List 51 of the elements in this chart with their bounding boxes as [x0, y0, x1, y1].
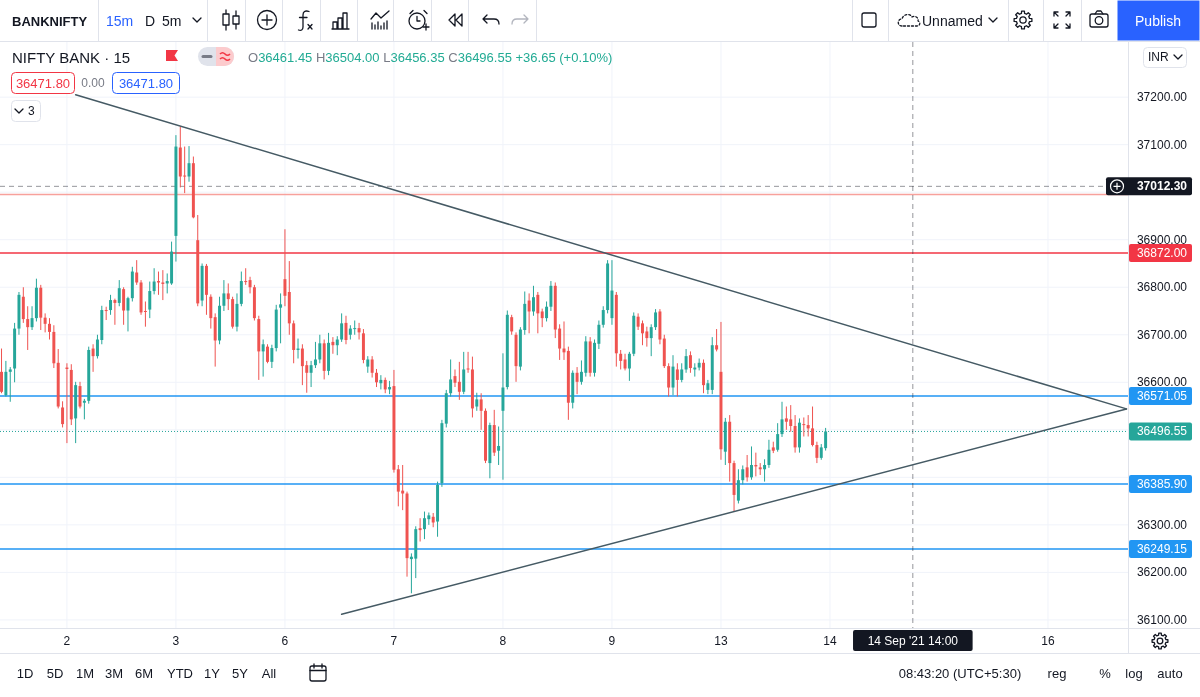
text: 5Y: [232, 665, 249, 681]
annotation: 36471.80: [118, 75, 174, 91]
y-tick-label: 36600.00: [1136, 375, 1188, 390]
x-tick-label: 14: [823, 634, 837, 648]
text: INR: [1148, 50, 1169, 64]
y-tick-label: 36100.00: [1136, 612, 1188, 627]
text: 1D: [16, 665, 34, 681]
x-tick-label: 7: [390, 634, 398, 648]
y-tick-label: 37100.00: [1136, 137, 1188, 152]
y-tick-label: 36800.00: [1136, 280, 1188, 295]
ref-line-label: 36872.00: [1136, 246, 1188, 261]
text: 3M: [104, 665, 124, 681]
text: log: [1125, 665, 1143, 681]
text: %: [1099, 665, 1112, 681]
x-tick-label: 3: [172, 634, 180, 648]
x-tick-label: 8: [499, 634, 507, 648]
x-tick-label: 13: [714, 634, 728, 648]
ref-line-label: 36571.05: [1136, 389, 1188, 404]
text: YTD: [167, 665, 193, 681]
text: reg: [1047, 665, 1067, 681]
ref-line-label: 37012.30: [1136, 179, 1188, 194]
text: 5m: [162, 13, 182, 29]
text: 1Y: [204, 665, 221, 681]
text: Publish: [1135, 13, 1181, 29]
text: 5D: [46, 665, 64, 681]
text: 1M: [75, 665, 95, 681]
ref-line-label: 36249.15: [1136, 542, 1188, 557]
x-tick-label: 6: [281, 634, 289, 648]
annotation: 3: [28, 104, 35, 118]
y-tick-label: 36200.00: [1136, 565, 1188, 580]
ref-line-label: 36385.90: [1136, 477, 1188, 492]
text: All: [261, 665, 277, 681]
text: 6M: [134, 665, 154, 681]
text: 15m: [106, 13, 134, 29]
text: auto: [1157, 665, 1183, 681]
x-tick-label: 2: [63, 634, 71, 648]
x-tick-label: 16: [1041, 634, 1055, 648]
text: BANKNIFTY: [12, 13, 88, 29]
text: 08:43:20 (UTC+5:30): [898, 665, 1022, 681]
text: Unnamed: [922, 13, 983, 29]
chart-title: NIFTY BANK · 15: [12, 48, 131, 66]
y-tick-label: 36300.00: [1136, 517, 1188, 532]
x-tick-label: 9: [608, 634, 616, 648]
x-tick-label: 14 Sep '21 14:00: [867, 634, 959, 648]
ref-line-label: 36496.55: [1136, 424, 1188, 439]
text: D: [145, 13, 156, 29]
y-tick-label: 37200.00: [1136, 90, 1188, 105]
text: O36461.45 H36504.00 L36456.35 C36496.55 +36.65 (+0.10%): [248, 49, 613, 65]
y-tick-label: 36900.00: [1136, 232, 1188, 247]
annotation: 0.00: [81, 76, 105, 90]
y-tick-label: 36700.00: [1136, 327, 1188, 342]
